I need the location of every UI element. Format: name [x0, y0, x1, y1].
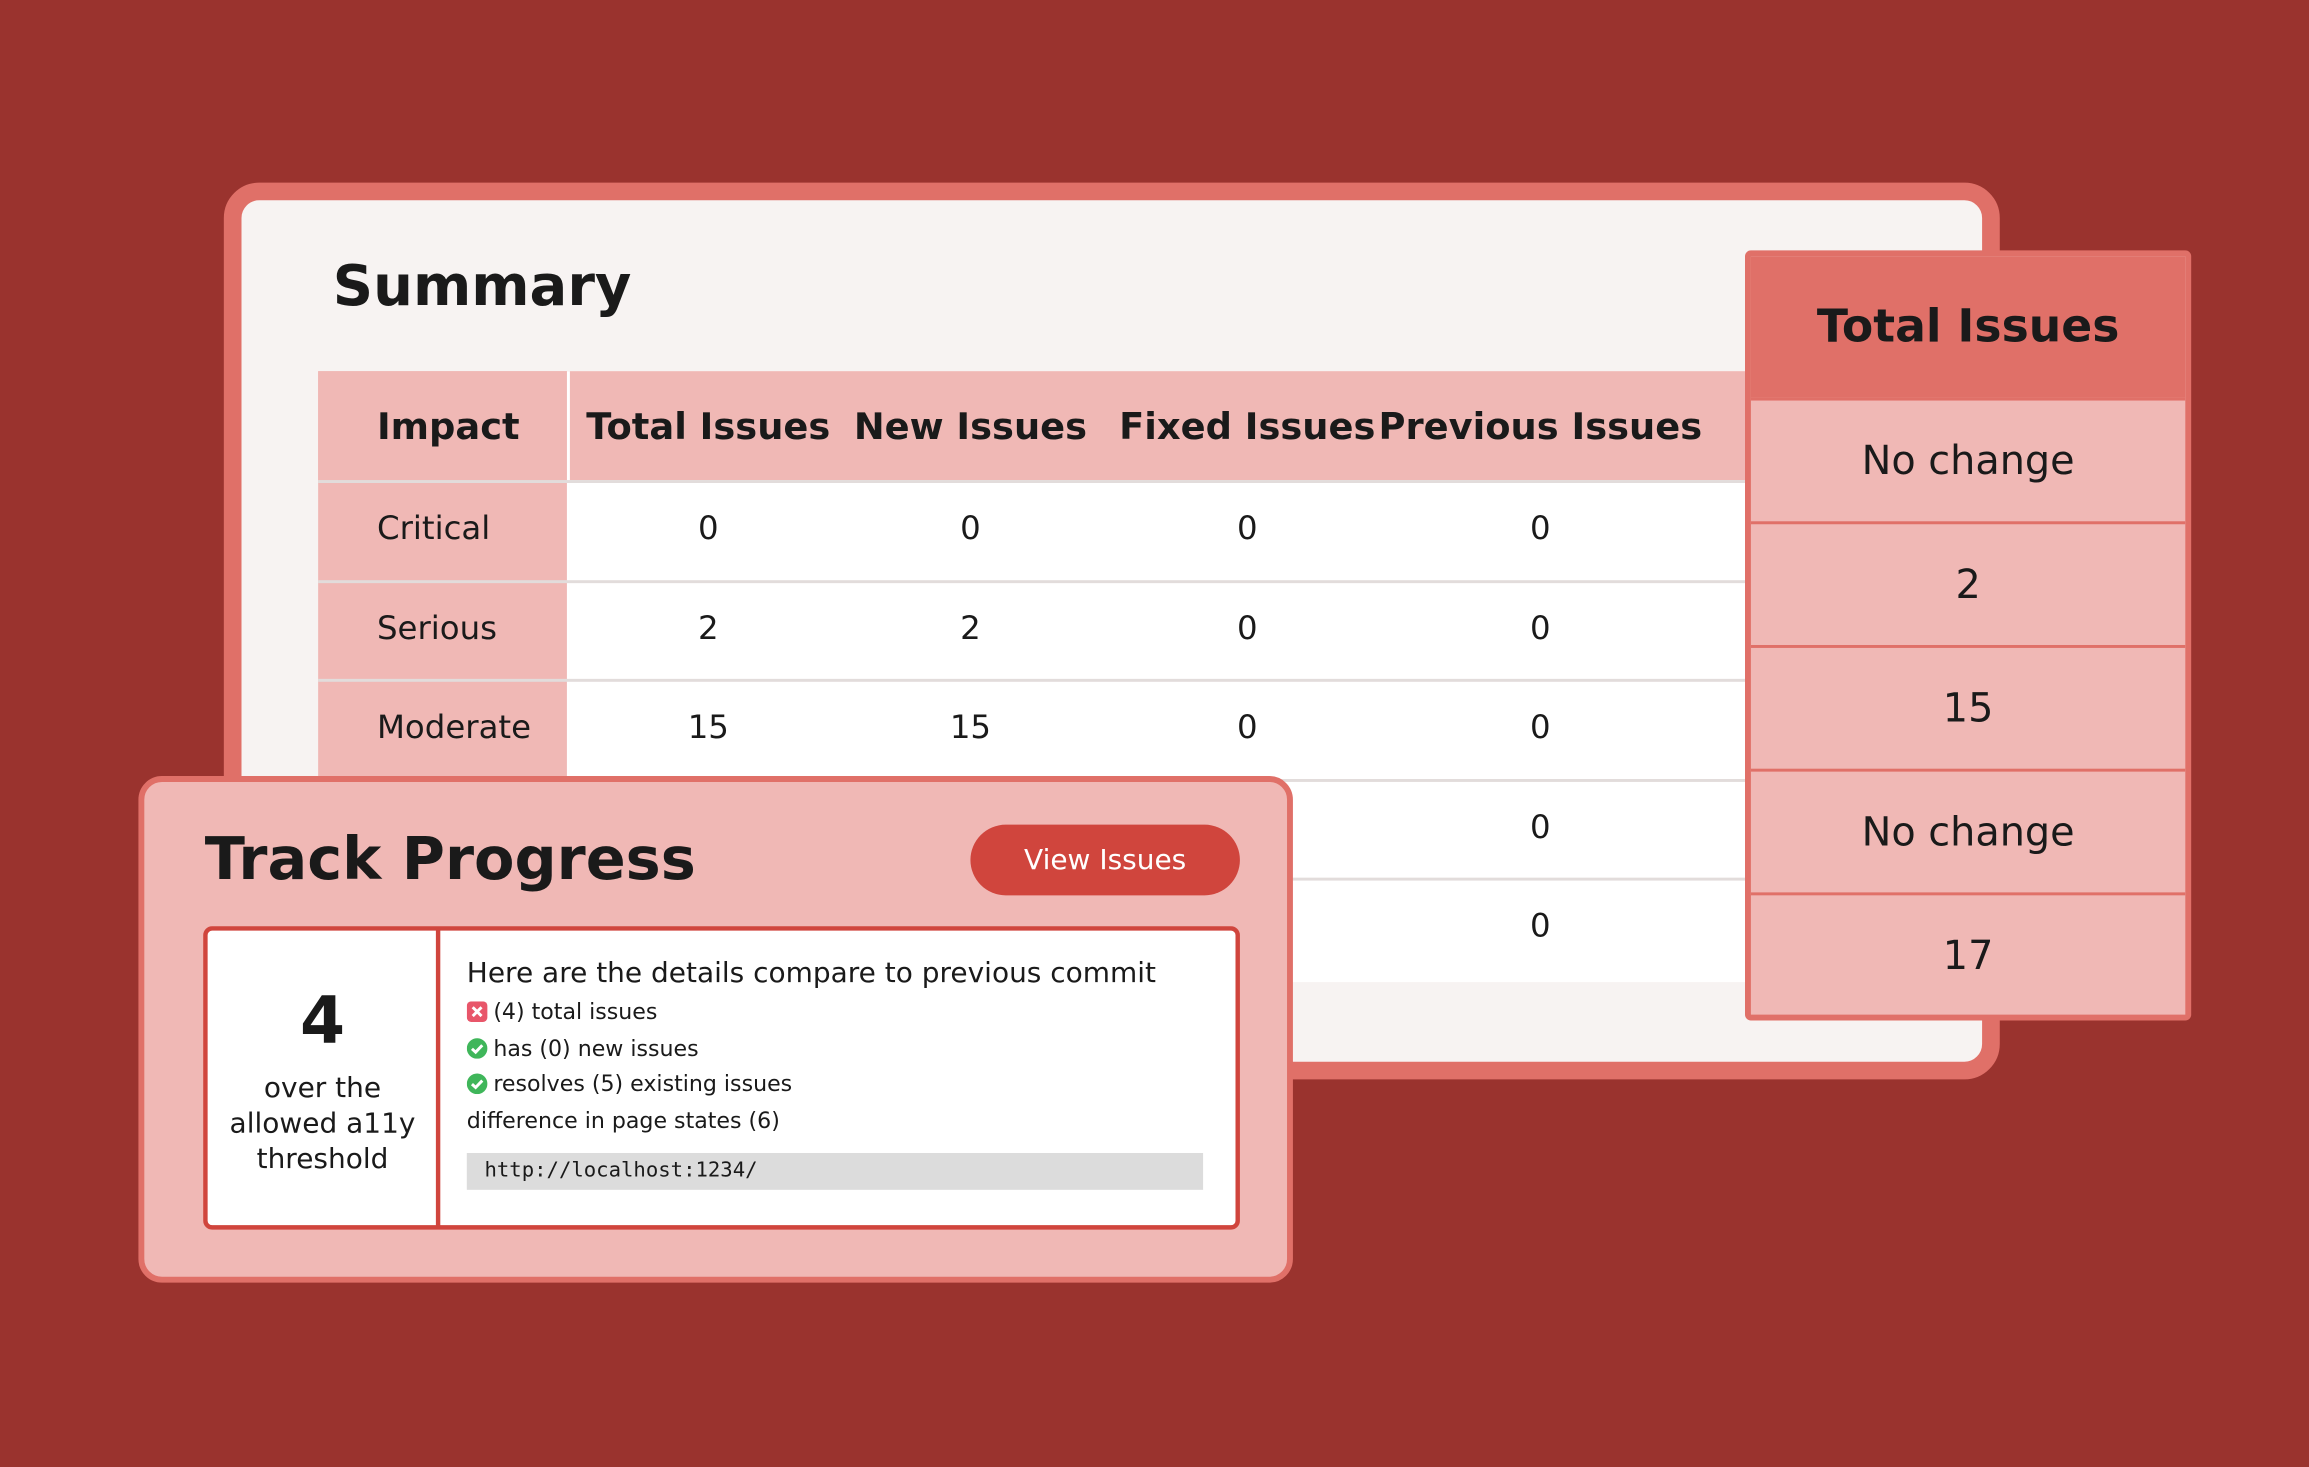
detail-text: has (0) new issues: [493, 1034, 699, 1061]
header-cell: Total Issues: [586, 404, 831, 447]
divider: [435, 929, 441, 1227]
detail-text: resolves (5) existing issues: [493, 1070, 793, 1098]
row-line: [318, 678, 1762, 682]
table-cell: Serious: [376, 610, 498, 648]
table-cell: 0: [1236, 510, 1258, 548]
table-cell: 0: [960, 510, 981, 548]
row-line: [318, 579, 1762, 583]
table-cell: 2: [698, 610, 719, 648]
detail-item: (4) total issues: [466, 998, 658, 1025]
threshold-caption: over the allowed a11y threshold: [229, 1072, 416, 1176]
table-cell: 15: [949, 709, 992, 747]
header-cell: Fixed Issues: [1119, 404, 1376, 447]
table-cell: 2: [960, 610, 981, 648]
total-panel: Total Issues No change 2 15 No change 17: [1745, 250, 2192, 1021]
header-cell: Impact: [376, 404, 520, 447]
total-row: No change: [1750, 768, 2186, 894]
details-title: Here are the details compare to previous…: [466, 957, 1157, 990]
table-cell: 0: [698, 510, 719, 548]
table-cell: 0: [1236, 709, 1258, 747]
track-title: Track Progress: [204, 826, 696, 894]
status-icon: [466, 1001, 488, 1022]
view-issues-button[interactable]: View Issues: [970, 824, 1240, 896]
total-panel-title: Total Issues: [1750, 256, 2186, 398]
table-cell: 0: [1236, 610, 1258, 648]
table-cell: Moderate: [376, 709, 532, 747]
detail-item: resolves (5) existing issues: [466, 1070, 793, 1098]
row-line: [318, 480, 1762, 484]
header-cell: New Issues: [853, 404, 1088, 447]
total-row: 15: [1750, 644, 2186, 770]
threshold-count: 4: [299, 983, 346, 1059]
table-cell: 0: [1530, 610, 1551, 648]
table-cell: 0: [1530, 908, 1551, 946]
table-cell: 0: [1530, 510, 1551, 548]
table-cell: 0: [1530, 809, 1551, 846]
total-row: 17: [1750, 892, 2186, 1014]
header-cell: Previous Issues: [1378, 404, 1703, 447]
detail-item: has (0) new issues: [466, 1034, 699, 1061]
table-cell: 15: [687, 709, 729, 747]
status-icon: [466, 1073, 488, 1095]
total-row: 2: [1750, 521, 2186, 646]
detail-text: difference in page states (6): [466, 1106, 780, 1134]
total-row: No change: [1750, 397, 2186, 523]
url: http://localhost:1234/: [466, 1153, 1204, 1190]
header-divider: [566, 371, 570, 983]
table-cell: Critical: [376, 510, 491, 548]
table-cell: 0: [1530, 709, 1551, 747]
detail-item: difference in page states (6): [467, 1107, 780, 1134]
summary-title: Summary: [332, 253, 632, 319]
detail-text: (4) total issues: [493, 998, 658, 1025]
status-icon: [466, 1037, 488, 1059]
